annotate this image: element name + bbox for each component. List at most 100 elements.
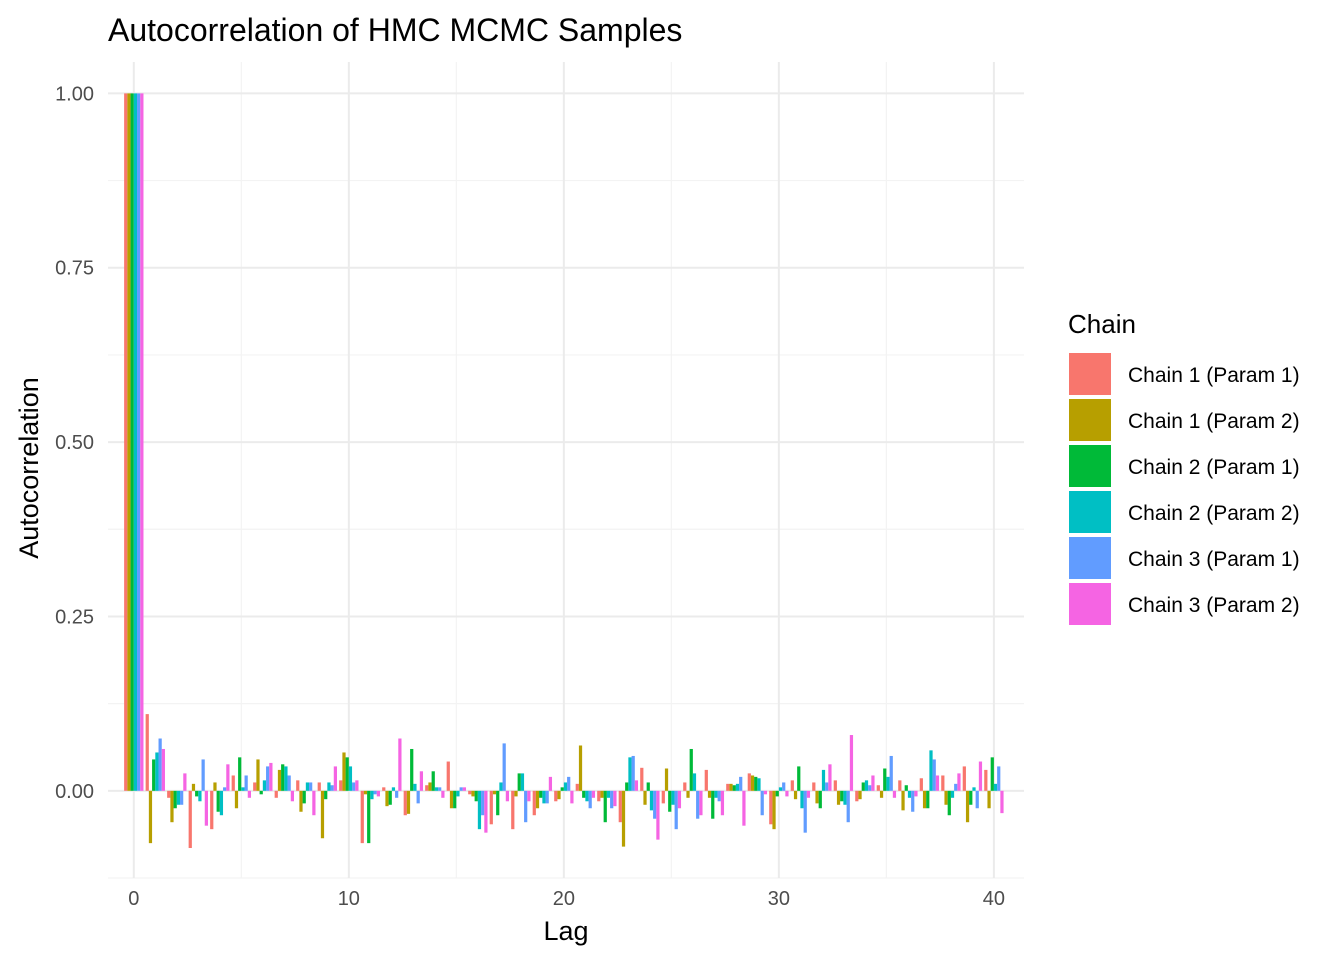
bar bbox=[640, 767, 644, 791]
legend-title: Chain bbox=[1068, 309, 1136, 339]
bar bbox=[367, 790, 371, 844]
bar bbox=[600, 790, 604, 798]
bar bbox=[484, 790, 488, 833]
bar bbox=[597, 790, 601, 802]
bar bbox=[898, 780, 902, 791]
bar bbox=[742, 790, 746, 826]
bar bbox=[226, 764, 230, 791]
legend-label: Chain 2 (Param 2) bbox=[1128, 502, 1300, 525]
y-tick-label: 0.75 bbox=[55, 258, 94, 280]
bar bbox=[997, 766, 1001, 791]
bar bbox=[990, 757, 994, 791]
bar bbox=[699, 790, 703, 816]
bar bbox=[922, 790, 927, 809]
bar bbox=[686, 790, 690, 798]
bar bbox=[833, 780, 837, 791]
bar bbox=[167, 790, 171, 798]
x-tick-label: 30 bbox=[768, 888, 790, 910]
legend-label: Chain 3 (Param 1) bbox=[1128, 548, 1300, 571]
bar bbox=[277, 769, 282, 791]
bar bbox=[886, 776, 890, 791]
bar bbox=[499, 782, 503, 791]
bar bbox=[431, 771, 435, 791]
bar bbox=[133, 93, 138, 791]
bar bbox=[180, 790, 184, 805]
bar bbox=[413, 783, 417, 791]
bar bbox=[324, 790, 328, 800]
bar bbox=[775, 790, 779, 797]
bar bbox=[360, 790, 364, 844]
bar bbox=[618, 790, 622, 823]
chart-title: Autocorrelation of HMC MCMC Samples bbox=[108, 12, 682, 48]
bar bbox=[419, 771, 424, 791]
bar bbox=[535, 790, 540, 809]
bar bbox=[836, 790, 841, 805]
bar bbox=[892, 790, 897, 798]
bar bbox=[554, 790, 558, 802]
bar bbox=[256, 759, 260, 791]
bar bbox=[492, 790, 497, 795]
bar bbox=[704, 769, 708, 791]
bar bbox=[299, 790, 303, 812]
bar bbox=[548, 776, 553, 791]
y-tick-label: 0.00 bbox=[55, 781, 94, 803]
bar bbox=[284, 766, 288, 791]
bar bbox=[929, 750, 933, 791]
bar bbox=[815, 790, 819, 804]
bar bbox=[176, 790, 181, 805]
bar bbox=[204, 790, 208, 826]
bar bbox=[911, 790, 915, 812]
bar bbox=[625, 782, 629, 791]
bar bbox=[339, 780, 343, 791]
bar bbox=[628, 757, 632, 791]
bar bbox=[785, 790, 789, 797]
bar bbox=[345, 757, 349, 791]
bar bbox=[370, 790, 374, 800]
bar bbox=[883, 768, 887, 791]
bar bbox=[481, 790, 485, 816]
bar bbox=[1000, 790, 1004, 814]
bar bbox=[398, 738, 402, 791]
bar bbox=[161, 748, 165, 791]
bar bbox=[661, 790, 665, 804]
bar bbox=[274, 790, 278, 798]
bar bbox=[137, 93, 141, 791]
bar bbox=[330, 785, 334, 791]
bar bbox=[496, 790, 500, 816]
legend: Chain Chain 1 (Param 1) Chain 1 (Param 2)… bbox=[1067, 309, 1300, 627]
bar bbox=[477, 790, 482, 830]
bar bbox=[127, 93, 131, 791]
bar bbox=[539, 790, 543, 798]
bar bbox=[711, 790, 715, 819]
bar bbox=[438, 787, 442, 791]
bar bbox=[778, 787, 783, 791]
bar bbox=[907, 790, 912, 798]
bar bbox=[634, 780, 639, 791]
bar bbox=[739, 776, 743, 791]
bar bbox=[124, 93, 128, 791]
bar bbox=[747, 773, 751, 791]
bar bbox=[191, 783, 196, 791]
y-axis-ticks: 0.00 0.25 0.50 0.75 1.00 bbox=[55, 83, 94, 802]
bar bbox=[281, 764, 285, 791]
legend-label: Chain 1 (Param 1) bbox=[1128, 364, 1300, 387]
bar bbox=[828, 764, 832, 791]
bar bbox=[231, 775, 235, 791]
bar bbox=[790, 780, 794, 791]
bar bbox=[754, 776, 758, 791]
bar bbox=[957, 773, 961, 791]
x-axis-title: Lag bbox=[543, 916, 588, 946]
bar bbox=[148, 790, 153, 844]
bar bbox=[821, 769, 826, 791]
bar bbox=[606, 790, 611, 798]
bar bbox=[241, 787, 245, 791]
x-tick-label: 10 bbox=[338, 888, 360, 910]
bar bbox=[130, 93, 134, 791]
bar bbox=[668, 790, 672, 812]
bar bbox=[707, 790, 712, 798]
bar bbox=[750, 775, 755, 791]
bar bbox=[889, 755, 893, 791]
bar bbox=[560, 787, 564, 791]
bar bbox=[188, 790, 192, 849]
bar bbox=[671, 790, 675, 805]
